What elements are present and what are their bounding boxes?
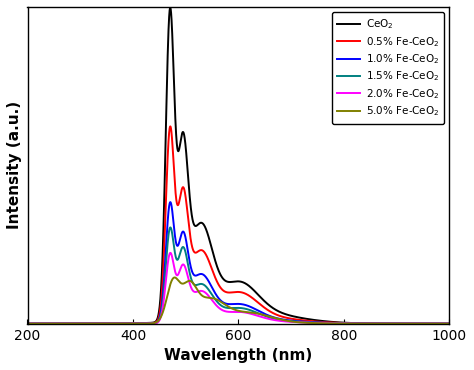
X-axis label: Wavelength (nm): Wavelength (nm) [164,348,313,363]
Legend: CeO$_2$, 0.5% Fe-CeO$_2$, 1.0% Fe-CeO$_2$, 1.5% Fe-CeO$_2$, 2.0% Fe-CeO$_2$, 5.0: CeO$_2$, 0.5% Fe-CeO$_2$, 1.0% Fe-CeO$_2… [332,12,444,124]
1.0% Fe-CeO$_2$ [274,316,280,320]
CeO$_2$ [337,320,343,325]
1.5% Fe-CeO$_2$ [447,322,452,326]
CeO$_2$ [447,322,452,326]
2.0% Fe-CeO$_2$ [293,320,299,324]
0.5% Fe-CeO$_2$ [293,317,299,322]
1.5% Fe-CeO$_2$ [337,321,343,326]
1.5% Fe-CeO$_2$ [46,322,52,326]
1.0% Fe-CeO$_2$ [293,319,299,323]
1.5% Fe-CeO$_2$ [360,321,366,326]
0.5% Fe-CeO$_2$ [360,321,366,326]
1.0% Fe-CeO$_2$ [337,321,343,326]
CeO$_2$ [293,314,299,319]
2.0% Fe-CeO$_2$ [447,322,452,326]
2.0% Fe-CeO$_2$ [25,322,30,326]
CeO$_2$ [274,309,280,313]
1.5% Fe-CeO$_2$ [274,317,280,322]
0.5% Fe-CeO$_2$ [177,194,183,198]
CeO$_2$ [25,322,30,326]
0.5% Fe-CeO$_2$ [274,313,280,317]
2.0% Fe-CeO$_2$ [360,322,366,326]
1.5% Fe-CeO$_2$ [25,322,30,326]
Line: 1.0% Fe-CeO$_2$: 1.0% Fe-CeO$_2$ [27,202,449,324]
0.5% Fe-CeO$_2$ [337,321,343,325]
5.0% Fe-CeO$_2$ [172,275,177,280]
2.0% Fe-CeO$_2$ [177,267,183,271]
1.0% Fe-CeO$_2$ [360,321,366,326]
0.5% Fe-CeO$_2$ [46,322,52,326]
CeO$_2$ [167,5,173,10]
1.5% Fe-CeO$_2$ [293,319,299,324]
2.0% Fe-CeO$_2$ [46,322,52,326]
CeO$_2$ [177,141,183,145]
5.0% Fe-CeO$_2$ [274,316,280,321]
1.0% Fe-CeO$_2$ [177,236,183,240]
5.0% Fe-CeO$_2$ [25,322,30,326]
2.0% Fe-CeO$_2$ [337,321,343,326]
5.0% Fe-CeO$_2$ [177,280,183,285]
1.0% Fe-CeO$_2$ [25,322,30,326]
1.5% Fe-CeO$_2$ [177,250,183,255]
5.0% Fe-CeO$_2$ [447,322,452,326]
2.0% Fe-CeO$_2$ [274,318,280,323]
CeO$_2$ [360,321,366,326]
2.0% Fe-CeO$_2$ [167,250,173,255]
0.5% Fe-CeO$_2$ [25,322,30,326]
Line: 2.0% Fe-CeO$_2$: 2.0% Fe-CeO$_2$ [27,253,449,324]
1.0% Fe-CeO$_2$ [46,322,52,326]
5.0% Fe-CeO$_2$ [337,321,343,326]
Line: 5.0% Fe-CeO$_2$: 5.0% Fe-CeO$_2$ [27,278,449,324]
1.0% Fe-CeO$_2$ [447,322,452,326]
0.5% Fe-CeO$_2$ [447,322,452,326]
0.5% Fe-CeO$_2$ [167,124,173,129]
Line: 1.5% Fe-CeO$_2$: 1.5% Fe-CeO$_2$ [27,228,449,324]
5.0% Fe-CeO$_2$ [360,322,366,326]
Line: CeO$_2$: CeO$_2$ [27,7,449,324]
CeO$_2$ [46,322,52,326]
5.0% Fe-CeO$_2$ [293,320,299,324]
Line: 0.5% Fe-CeO$_2$: 0.5% Fe-CeO$_2$ [27,127,449,324]
1.0% Fe-CeO$_2$ [167,200,173,204]
1.5% Fe-CeO$_2$ [167,225,173,230]
Y-axis label: Intensity (a.u.): Intensity (a.u.) [7,101,22,229]
5.0% Fe-CeO$_2$ [46,322,52,326]
